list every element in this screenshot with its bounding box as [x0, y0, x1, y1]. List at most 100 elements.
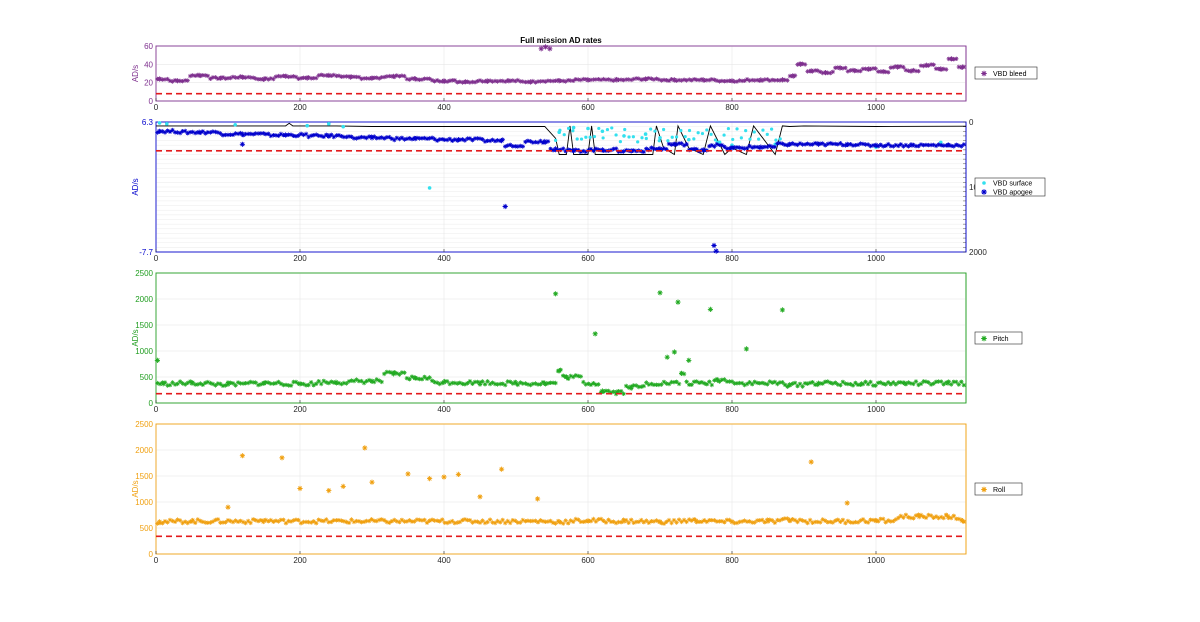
- cloud-point: [870, 517, 876, 523]
- cloud-point: [777, 140, 783, 146]
- x-tick-label: 800: [725, 556, 739, 565]
- cloud-point: [805, 141, 810, 146]
- cloud-point: [702, 518, 707, 523]
- cloud-point: [480, 379, 485, 384]
- cloud-point: [213, 129, 218, 135]
- cloud-point: [624, 383, 629, 389]
- cloud-point: [593, 519, 599, 524]
- cloud-point: [881, 516, 886, 522]
- cloud-point: [550, 380, 556, 385]
- cloud-point: [770, 144, 775, 149]
- cloud-point: [457, 137, 462, 142]
- cloud-point: [261, 77, 266, 82]
- cloud-point: [944, 512, 949, 517]
- axes-frame: [155, 423, 967, 555]
- cloud-point: [205, 130, 210, 135]
- cloud-point: [359, 378, 364, 384]
- cloud-point: [329, 73, 334, 78]
- cloud-point: [944, 67, 949, 72]
- cloud-point: [273, 74, 279, 79]
- cloud-point: [641, 383, 646, 389]
- cloud-point: [845, 69, 851, 74]
- cloud-point: [583, 77, 588, 82]
- cloud-point: [460, 517, 465, 523]
- cloud-point: [651, 519, 657, 524]
- cloud-point: [954, 379, 959, 385]
- cloud-point: [626, 520, 631, 525]
- cloud-point: [651, 382, 657, 387]
- cloud-point: [732, 145, 737, 150]
- cloud-point: [588, 382, 594, 387]
- cloud-point: [480, 79, 485, 84]
- cloud-point: [959, 517, 964, 523]
- cloud-point: [412, 375, 417, 380]
- cloud-point: [568, 518, 573, 523]
- cloud-point: [437, 79, 442, 84]
- cloud-point: [346, 379, 352, 384]
- cloud-point: [329, 519, 334, 525]
- cloud-point: [356, 135, 362, 140]
- cloud-point: [918, 512, 924, 518]
- cloud-point: [835, 65, 840, 70]
- cloud-point: [485, 379, 490, 384]
- cloud-point: [896, 64, 901, 69]
- cloud-point: [503, 520, 508, 526]
- cloud-point: [714, 377, 720, 382]
- cloud-point: [296, 517, 301, 523]
- cloud-point: [661, 379, 667, 385]
- cloud-point: [928, 513, 934, 518]
- legend-label: VBD bleed: [993, 71, 1027, 78]
- cloud-point: [485, 79, 490, 84]
- data-point: [427, 476, 433, 482]
- cloud-point: [780, 141, 785, 146]
- cloud-point: [627, 135, 631, 139]
- cloud-point: [760, 517, 765, 523]
- cloud-point: [213, 383, 218, 388]
- data-point: [326, 488, 332, 494]
- cloud-point: [185, 78, 190, 83]
- y-tick-label: 1500: [135, 321, 153, 330]
- cloud-point: [702, 381, 707, 386]
- cloud-point: [729, 145, 735, 150]
- cloud-point: [419, 77, 425, 82]
- cloud-point: [361, 380, 367, 386]
- cloud-point: [344, 519, 349, 525]
- cloud-point: [387, 134, 392, 140]
- cloud-point: [828, 380, 833, 385]
- x-tick-label: 1000: [867, 103, 885, 112]
- cloud-point: [412, 135, 417, 141]
- cloud-point: [495, 518, 500, 524]
- cloud-point: [286, 383, 291, 388]
- y-tick-label: 1500: [135, 472, 153, 481]
- cloud-point: [246, 131, 251, 137]
- cloud-point: [634, 519, 639, 525]
- cloud-point: [253, 518, 258, 523]
- cloud-point: [641, 149, 646, 155]
- cloud-point: [674, 135, 679, 139]
- cloud-point: [717, 79, 722, 84]
- cloud-point: [936, 379, 941, 384]
- cloud-point: [659, 147, 664, 152]
- cloud-point: [555, 78, 561, 83]
- cloud-point: [928, 142, 934, 148]
- cloud-point: [268, 517, 273, 523]
- cloud-point: [258, 77, 263, 82]
- cloud-point: [573, 147, 578, 152]
- cloud-point: [679, 141, 684, 146]
- cloud-point: [712, 144, 717, 149]
- cloud-point: [886, 70, 891, 75]
- cloud-point: [339, 381, 344, 387]
- cloud-point: [399, 370, 405, 375]
- cloud-point: [437, 381, 442, 387]
- cloud-point: [369, 76, 374, 81]
- cloud-point: [601, 136, 605, 140]
- cloud-point: [853, 380, 858, 386]
- cloud-point: [382, 518, 387, 523]
- cloud-point: [210, 381, 216, 387]
- legend: Pitch: [974, 331, 1023, 345]
- cloud-point: [840, 143, 846, 148]
- cloud-point: [757, 78, 762, 83]
- cloud-point: [666, 139, 670, 143]
- cloud-point: [787, 518, 793, 524]
- cloud-point: [553, 78, 558, 83]
